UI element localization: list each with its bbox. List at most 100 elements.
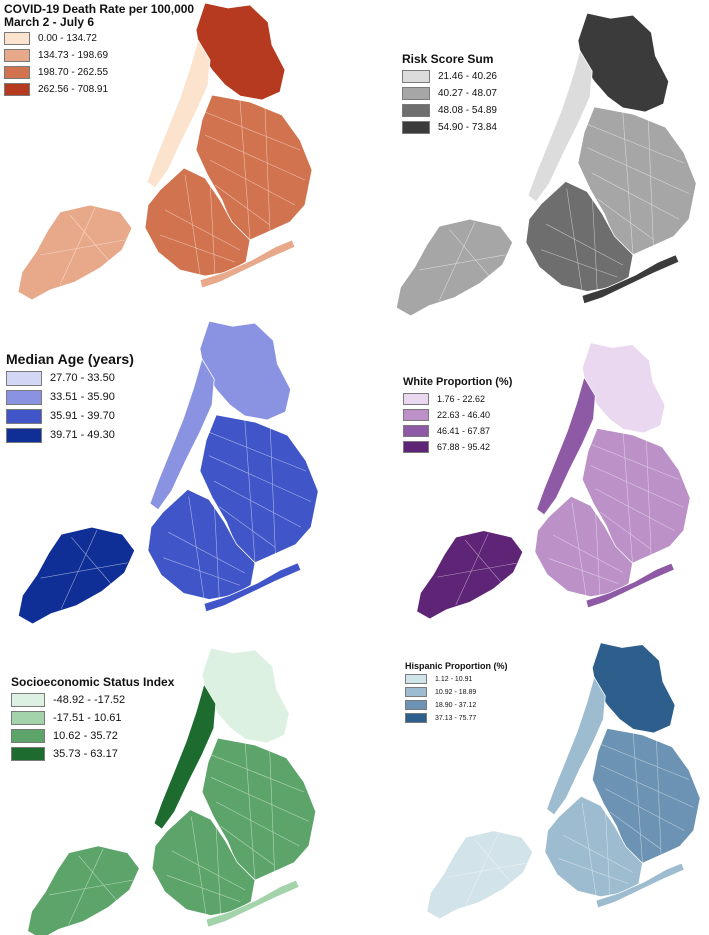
legend-item: -48.92 - -17.52: [11, 692, 174, 707]
swatch: [402, 69, 430, 83]
borough-queens: [581, 427, 691, 564]
legend-label: 35.91 - 39.70: [50, 410, 115, 423]
borough-rockaway: [203, 562, 302, 613]
legend-item: 33.51 - 35.90: [6, 389, 134, 405]
legend-label: -17.51 - 10.61: [53, 711, 122, 724]
swatch: [11, 746, 45, 761]
borough-queens: [199, 414, 319, 564]
map-death-rate: [17, 2, 313, 301]
legend-label: 39.71 - 49.30: [50, 429, 115, 442]
legend-item: 18.90 - 37.12: [405, 700, 508, 711]
legend-label: 37.13 - 75.77: [435, 714, 477, 722]
borough-manhattan: [527, 49, 593, 203]
borough-queens: [201, 737, 317, 881]
swatch: [405, 713, 427, 724]
tract-boundaries: [437, 432, 684, 606]
map-white-proportion: [416, 342, 691, 620]
legend-label: 18.90 - 37.12: [435, 701, 477, 709]
borough-manhattan: [146, 39, 211, 189]
legend-item: 134.73 - 198.69: [4, 49, 194, 63]
swatch: [402, 103, 430, 117]
legend-item: 35.73 - 63.17: [11, 746, 174, 761]
legend-label: 27.70 - 33.50: [50, 372, 115, 385]
swatch: [11, 710, 45, 725]
borough-rockaway: [595, 862, 685, 909]
swatch: [6, 427, 42, 443]
swatch: [403, 392, 429, 405]
legend-item: 54.90 - 73.84: [402, 120, 497, 134]
borough-bronx: [201, 647, 290, 744]
borough-manhattan: [149, 357, 215, 511]
legend-item: 262.56 - 708.91: [4, 83, 194, 97]
legend-title: Median Age (years): [6, 351, 134, 367]
legend-item: 0.00 - 134.72: [4, 32, 194, 46]
legend-item: 21.46 - 40.26: [402, 69, 497, 83]
map-median-age: [17, 320, 319, 625]
borough-queens: [591, 727, 701, 864]
legend-title: Hispanic Proportion (%): [405, 661, 508, 671]
legend-label: -48.92 - -17.52: [53, 693, 126, 706]
borough-bronx: [199, 320, 292, 421]
swatch: [6, 408, 42, 424]
legend-label: 35.73 - 63.17: [53, 747, 118, 760]
swatch: [6, 370, 42, 386]
tract-boundaries: [418, 111, 690, 301]
swatch: [405, 674, 427, 685]
legend-title: Risk Score Sum: [402, 52, 494, 66]
borough-bronx: [577, 12, 670, 113]
legend-item: 39.71 - 49.30: [6, 427, 134, 443]
legend-item: 10.92 - 18.89: [405, 687, 508, 698]
map-ses-index: [27, 647, 317, 935]
swatch: [6, 389, 42, 405]
tract-boundaries: [49, 742, 310, 925]
legend-item: 1.76 - 22.62: [403, 392, 512, 405]
swatch: [402, 86, 430, 100]
swatch: [4, 83, 30, 97]
swatch: [4, 49, 30, 63]
legend-item: 37.13 - 75.77: [405, 713, 508, 724]
swatch: [403, 440, 429, 453]
swatch: [11, 692, 45, 707]
legend-label: 21.46 - 40.26: [438, 70, 497, 82]
legend-risk-score: Risk Score Sum 21.46 - 40.26 40.27 - 48.…: [402, 53, 497, 134]
legend-item: 22.63 - 46.40: [403, 408, 512, 421]
legend-label: 134.73 - 198.69: [38, 50, 109, 62]
legend-item: 46.41 - 67.87: [403, 424, 512, 437]
swatch: [403, 424, 429, 437]
borough-rockaway: [581, 254, 680, 305]
borough-manhattan: [546, 676, 606, 816]
legend-label: 22.63 - 46.40: [437, 409, 491, 420]
swatch: [403, 408, 429, 421]
swatch: [402, 120, 430, 134]
borough-bronx: [195, 2, 286, 101]
map-risk-score: [395, 12, 697, 317]
legend-title: COVID-19 Death Rate per 100,000 March 2 …: [4, 2, 195, 29]
legend-title: Socioeconomic Status Index: [11, 675, 175, 689]
legend-ses-index: Socioeconomic Status Index -48.92 - -17.…: [11, 676, 174, 761]
legend-label: 67.88 - 95.42: [437, 441, 491, 452]
legend-item: 40.27 - 48.07: [402, 86, 497, 100]
borough-rockaway: [199, 239, 296, 289]
legend-death-rate: COVID-19 Death Rate per 100,000 March 2 …: [4, 2, 195, 97]
legend-item: -17.51 - 10.61: [11, 710, 174, 725]
map-hispanic-proportion: [426, 642, 701, 920]
legend-item: 1.12 - 10.91: [405, 674, 508, 685]
legend-label: 1.76 - 22.62: [437, 393, 486, 404]
legend-label: 10.92 - 18.89: [435, 688, 477, 696]
legend-label: 46.41 - 67.87: [437, 425, 491, 436]
borough-queens: [195, 94, 313, 241]
legend-item: 35.91 - 39.70: [6, 408, 134, 424]
borough-manhattan: [153, 683, 217, 830]
swatch: [405, 700, 427, 711]
legend-item: 27.70 - 33.50: [6, 370, 134, 386]
legend-label: 10.62 - 35.72: [53, 729, 118, 742]
legend-label: 33.51 - 35.90: [50, 391, 115, 404]
legend-item: 10.62 - 35.72: [11, 728, 174, 743]
legend-label: 262.56 - 708.91: [38, 84, 109, 96]
borough-queens: [577, 106, 697, 256]
legend-title: White Proportion (%): [403, 376, 513, 388]
legend-label: 0.00 - 134.72: [38, 33, 97, 45]
borough-bronx: [591, 642, 676, 734]
tract-boundaries: [40, 419, 312, 609]
